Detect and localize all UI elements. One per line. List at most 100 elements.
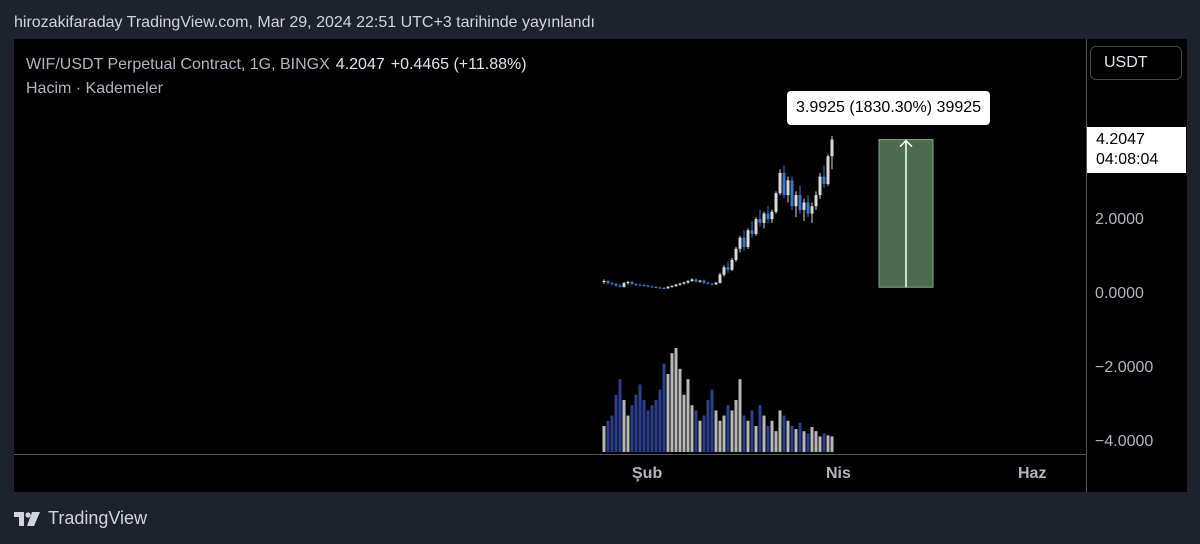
volume-bar (722, 415, 726, 452)
volume-bar (726, 405, 730, 452)
candle-body (762, 213, 766, 223)
volume-bars (602, 348, 834, 452)
volume-bar (702, 415, 706, 452)
volume-bar (806, 433, 810, 452)
symbol-label[interactable]: WIF/USDT Perpetual Contract, 1G, BINGX (26, 56, 330, 73)
price-scale[interactable] (1086, 39, 1187, 492)
candle-body (714, 282, 718, 285)
volume-bar (822, 433, 826, 452)
candle-body (654, 286, 658, 288)
candle-body (638, 284, 642, 286)
volume-bar (830, 436, 834, 452)
volume-bar (678, 368, 682, 452)
candle-body (790, 180, 794, 207)
brand-name: TradingView (48, 508, 148, 528)
volume-bar (686, 379, 690, 452)
volume-bar (710, 389, 714, 452)
candle-body (774, 193, 778, 212)
candle-body (642, 285, 646, 287)
volume-bar (650, 405, 654, 452)
candle-body (678, 283, 682, 285)
volume-bar (706, 400, 710, 452)
candle-body (826, 156, 830, 184)
volume-bar (790, 426, 794, 452)
volume-bar (666, 374, 670, 452)
measure-tool (878, 139, 934, 288)
candle-body (818, 176, 822, 196)
candle-body (770, 211, 774, 220)
volume-bar (754, 426, 758, 452)
indicator-legend[interactable]: Hacim · Kademeler (26, 80, 163, 97)
candles (602, 135, 834, 290)
volume-bar (750, 410, 754, 452)
candle-body (766, 213, 770, 220)
volume-bar (638, 384, 642, 452)
candle-body (702, 280, 706, 283)
candle-body (614, 283, 618, 286)
candle-body (794, 195, 798, 207)
volume-bar (758, 405, 762, 452)
price-tick: −2.0000 (1095, 359, 1154, 376)
last-price-value: 4.2047 (335, 56, 385, 73)
volume-bar (654, 400, 658, 452)
volume-bar (826, 435, 830, 452)
volume-bar (698, 420, 702, 452)
candle-body (758, 219, 762, 223)
candle-body (698, 280, 702, 282)
candle-body (710, 283, 714, 285)
candle-body (618, 285, 622, 287)
candle-body (634, 283, 638, 285)
price-tick: 2.0000 (1095, 211, 1144, 228)
volume-bar (762, 415, 766, 452)
volume-bar (614, 394, 618, 452)
volume-bar (610, 415, 614, 452)
candle-body (670, 286, 674, 288)
last-price-label: 4.2047 (1096, 131, 1145, 148)
time-label: Haz (1018, 465, 1047, 482)
volume-bar (766, 426, 770, 452)
volume-bar (738, 379, 742, 452)
volume-bar (630, 405, 634, 452)
time-label: Nis (826, 465, 851, 482)
candle-body (658, 287, 662, 289)
volume-bar (606, 420, 610, 452)
volume-bar (746, 420, 750, 452)
candle-body (626, 282, 630, 284)
candle-body (798, 195, 802, 210)
volume-bar (774, 431, 778, 452)
volume-bar (742, 415, 746, 452)
candle-body (754, 219, 758, 234)
candle-body (622, 283, 626, 287)
candle-body (782, 172, 786, 196)
volume-bar (734, 400, 738, 452)
volume-bar (778, 410, 782, 452)
candle-body (802, 202, 806, 210)
candle-body (690, 279, 694, 281)
currency-button[interactable]: USDT (1090, 46, 1182, 80)
volume-bar (794, 429, 798, 452)
candle-body (786, 180, 790, 196)
volume-bar (618, 379, 622, 452)
candle-body (746, 230, 750, 247)
volume-bar (786, 420, 790, 452)
volume-bar (730, 410, 734, 452)
volume-bar (602, 426, 606, 452)
volume-bar (634, 394, 638, 452)
bar-countdown: 04:08:04 (1096, 151, 1159, 168)
candle-body (646, 285, 650, 287)
candle-body (606, 280, 610, 284)
last-price-marker: 4.2047 04:08:04 (1087, 127, 1186, 173)
volume-bar (782, 415, 786, 452)
candle-body (822, 176, 826, 184)
candle-body (666, 286, 670, 289)
candle-body (810, 206, 814, 214)
candle-body (750, 230, 754, 234)
candle-body (630, 282, 634, 284)
volume-bar (718, 420, 722, 452)
time-label: Şub (632, 465, 663, 482)
volume-bar (810, 427, 814, 452)
brand: TradingView (14, 508, 147, 529)
candle-body (730, 259, 734, 270)
price-tick: −4.0000 (1095, 433, 1154, 450)
